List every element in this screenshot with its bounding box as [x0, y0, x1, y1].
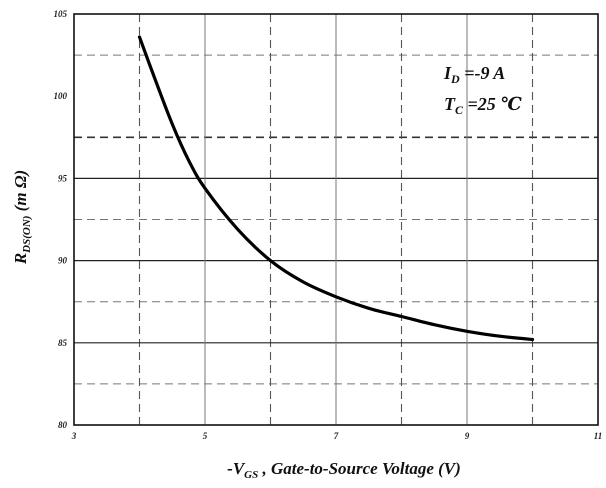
x-tick-label: 5	[203, 431, 208, 441]
series-line-rdson	[137, 35, 535, 342]
y-tick-label: 90	[58, 256, 68, 266]
tick-labels: 3 5 7 9 11 80 85 90 95 100 105	[54, 9, 603, 441]
grid-layer	[74, 14, 598, 425]
y-tick-label: 85	[58, 338, 68, 348]
annotation-id: ID =-9 A	[443, 63, 505, 86]
x-axis-title: -VGS , Gate-to-Source Voltage (V)	[227, 459, 461, 481]
plot-frame	[73, 13, 599, 426]
y-tick-label: 105	[54, 9, 68, 19]
y-axis-title: RDS(ON) (m Ω)	[11, 170, 33, 265]
y-tick-label: 80	[58, 420, 68, 430]
annotation-group: ID =-9 A TC =25 ℃	[443, 63, 522, 117]
y-tick-label: 95	[58, 173, 68, 183]
series-layer	[137, 35, 535, 342]
y-tick-label: 100	[54, 91, 68, 101]
x-tick-label: 3	[71, 431, 77, 441]
plot-border	[73, 13, 599, 426]
x-tick-label: 9	[465, 431, 470, 441]
annotation-tc: TC =25 ℃	[444, 94, 522, 117]
x-tick-label: 7	[334, 431, 339, 441]
x-tick-label: 11	[594, 431, 603, 441]
